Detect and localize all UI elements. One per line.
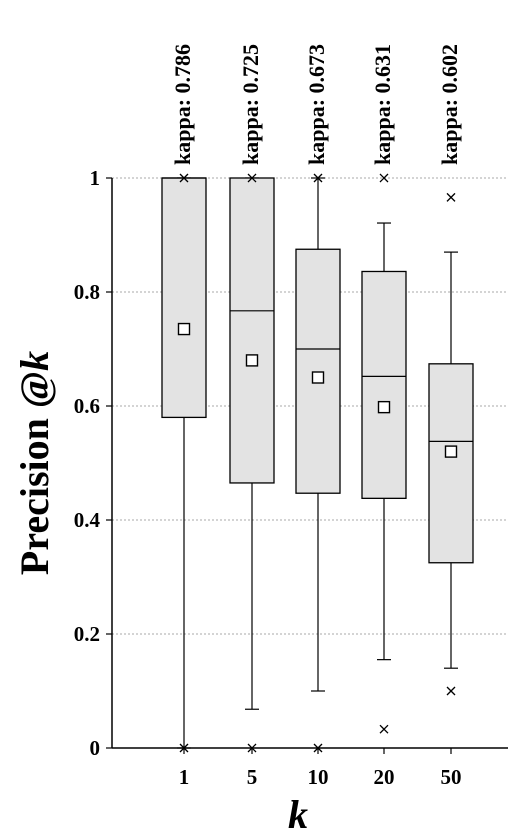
box-50 <box>428 192 474 696</box>
y-axis-title-main: Precision @ <box>12 371 57 575</box>
mean-marker <box>177 322 191 336</box>
outlier-marker <box>179 173 189 183</box>
mean-marker <box>444 445 458 458</box>
box-10 <box>295 173 341 753</box>
x-tick-label: 20 <box>374 765 395 789</box>
mean-marker <box>311 371 325 384</box>
x-tick-label: 5 <box>247 765 258 789</box>
outlier-marker <box>247 173 257 183</box>
y-tick-label: 1 <box>90 166 101 190</box>
box-iqr <box>361 270 407 499</box>
mean-marker <box>245 354 259 367</box>
y-tick-label: 0.2 <box>74 622 100 646</box>
label-layer: 0 0.2 0.4 0.6 0.8 1 1 kappa: 0.786 5 kappa: 0.725… <box>74 44 462 789</box>
x-tick-label: 10 <box>308 765 329 789</box>
outlier-marker <box>379 173 389 183</box>
x-tick-label: 1 <box>179 765 190 789</box>
kappa-annotation: kappa: 0.673 <box>304 44 329 165</box>
y-tick-label: 0.6 <box>74 394 100 418</box>
box-5 <box>229 173 275 753</box>
box-iqr <box>428 363 474 564</box>
box-layer <box>161 173 474 753</box>
y-axis-title: Precision @k <box>12 351 57 575</box>
x-tick-label: 50 <box>441 765 462 789</box>
y-axis-title-italic: k <box>12 351 57 371</box>
y-tick-label: 0 <box>90 736 101 760</box>
y-tick-label: 0.4 <box>74 508 101 532</box>
mean-marker <box>377 400 391 414</box>
box-iqr <box>295 248 341 494</box>
y-tick-label: 0.8 <box>74 280 100 304</box>
outlier-marker <box>313 173 323 183</box>
box-1 <box>161 173 207 753</box>
kappa-annotation: kappa: 0.725 <box>238 44 263 165</box>
box-iqr <box>229 177 275 484</box>
outlier-marker <box>446 686 456 696</box>
box-iqr <box>161 177 207 419</box>
axis-layer <box>106 177 508 754</box>
outlier-marker <box>379 724 389 734</box>
x-axis-title: k <box>288 792 308 834</box>
kappa-annotation: kappa: 0.786 <box>170 44 195 165</box>
kappa-annotation: kappa: 0.631 <box>370 44 395 165</box>
kappa-annotation: kappa: 0.602 <box>437 44 462 165</box>
box-20 <box>361 173 407 734</box>
outlier-marker <box>446 192 456 202</box>
